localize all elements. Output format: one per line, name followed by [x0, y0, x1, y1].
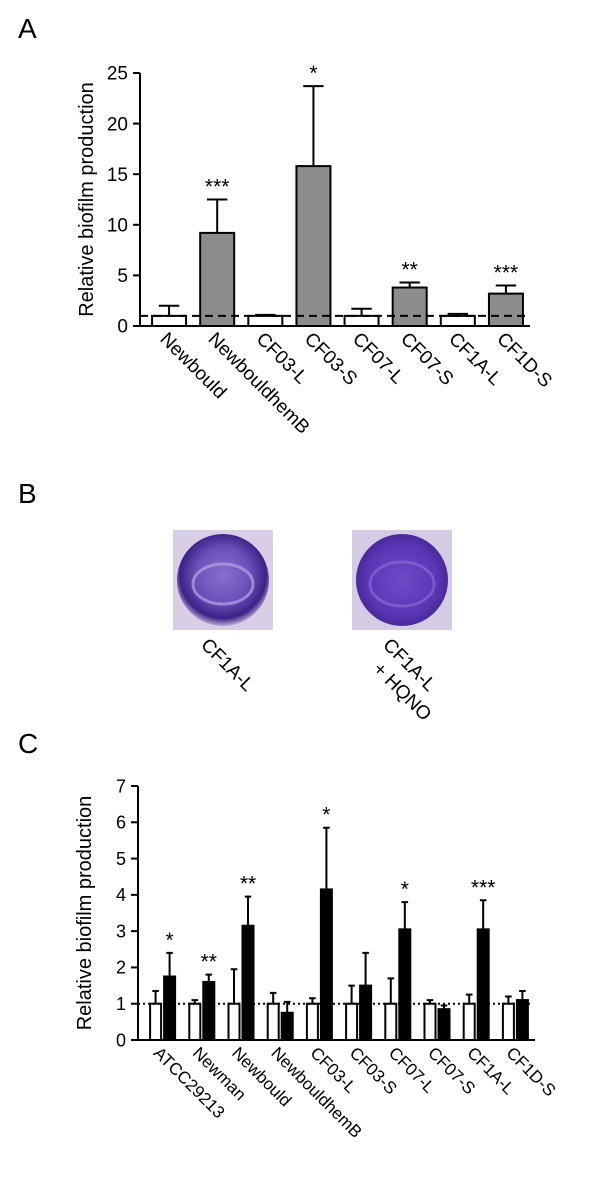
bar — [280, 1011, 294, 1041]
bar — [199, 231, 236, 327]
bar — [241, 924, 255, 1042]
error-bar — [362, 951, 369, 986]
bar — [391, 286, 428, 328]
significance-label: *** — [205, 176, 230, 199]
error-bar — [440, 1004, 448, 1010]
bar — [476, 928, 490, 1041]
y-axis-label: Relative biofilm production — [74, 796, 96, 1031]
error-bar — [255, 313, 276, 316]
error-bar — [283, 1000, 291, 1013]
significance-label: ** — [240, 873, 256, 896]
significance-label: *** — [471, 876, 496, 899]
y-tick-label: 6 — [116, 813, 126, 833]
significance-label: * — [166, 929, 174, 952]
x-tick-label: CF1A-L — [444, 329, 505, 390]
error-bar — [399, 281, 420, 288]
bar — [439, 314, 476, 328]
bar — [202, 980, 216, 1042]
significance-label: ** — [201, 951, 217, 974]
error-bar — [166, 951, 173, 977]
y-tick-label: 7 — [116, 776, 126, 796]
bar — [487, 292, 524, 327]
y-tick-label: 25 — [107, 64, 128, 85]
bar — [188, 1002, 202, 1042]
bar — [423, 1002, 437, 1042]
error-bar — [387, 977, 395, 1004]
error-bar — [401, 901, 409, 930]
bar — [247, 314, 284, 328]
y-tick-label: 5 — [116, 849, 126, 869]
y-tick-label: 10 — [107, 215, 128, 236]
error-bar — [230, 968, 238, 1004]
y-tick-label: 0 — [116, 1030, 126, 1050]
error-bar — [205, 973, 213, 982]
significance-label: *** — [494, 262, 519, 285]
error-bar — [519, 990, 526, 1001]
bar — [384, 1002, 398, 1042]
significance-label: * — [309, 62, 317, 85]
bar — [345, 1002, 359, 1042]
panel-label: B — [18, 478, 37, 509]
well-image — [352, 530, 452, 630]
significance-label: ** — [402, 258, 418, 281]
panel-label: A — [18, 13, 37, 44]
x-tick-label: CF03-S — [300, 329, 361, 390]
y-tick-label: 3 — [116, 921, 126, 941]
error-bar — [206, 198, 228, 233]
bar — [266, 1002, 280, 1042]
x-tick-label: CF07-S — [396, 329, 457, 390]
error-bar — [351, 307, 372, 316]
y-axis-label: Relative biofilm production — [76, 82, 98, 317]
error-bar — [479, 899, 487, 930]
bar — [149, 1002, 163, 1042]
bar — [462, 1002, 476, 1042]
error-bar — [303, 85, 324, 167]
error-bar — [158, 304, 180, 316]
y-tick-label: 2 — [116, 958, 126, 978]
x-tick-label: CF07-L — [348, 329, 408, 389]
y-tick-label: 0 — [117, 317, 128, 338]
bar — [319, 888, 333, 1042]
bar — [227, 1002, 241, 1042]
y-tick-label: 4 — [116, 885, 126, 905]
bar — [343, 314, 380, 328]
bar — [151, 314, 188, 328]
panel-label: C — [18, 728, 38, 759]
bar — [437, 1008, 451, 1042]
x-tick-label: CF1D-S — [492, 329, 555, 392]
y-tick-label: 20 — [107, 114, 128, 135]
bar — [501, 1002, 515, 1042]
bar — [163, 975, 177, 1041]
significance-label: * — [322, 804, 330, 827]
error-bar — [505, 995, 512, 1004]
bar — [295, 165, 332, 327]
bar — [515, 999, 529, 1041]
error-bar — [244, 895, 252, 926]
y-tick-label: 15 — [107, 165, 128, 186]
error-bar — [152, 990, 159, 1004]
bar — [359, 984, 373, 1041]
error-bar — [323, 826, 330, 890]
error-bar — [495, 284, 517, 294]
error-bar — [269, 991, 277, 1004]
error-bar — [348, 984, 355, 1004]
y-tick-label: 1 — [116, 994, 126, 1014]
y-tick-label: 5 — [117, 266, 128, 287]
error-bar — [309, 997, 316, 1004]
bar — [398, 928, 412, 1041]
image-caption: CF1A-L — [196, 635, 257, 696]
bar — [305, 1002, 319, 1042]
error-bar — [465, 993, 473, 1004]
well-image — [173, 530, 273, 630]
significance-label: * — [401, 878, 409, 901]
